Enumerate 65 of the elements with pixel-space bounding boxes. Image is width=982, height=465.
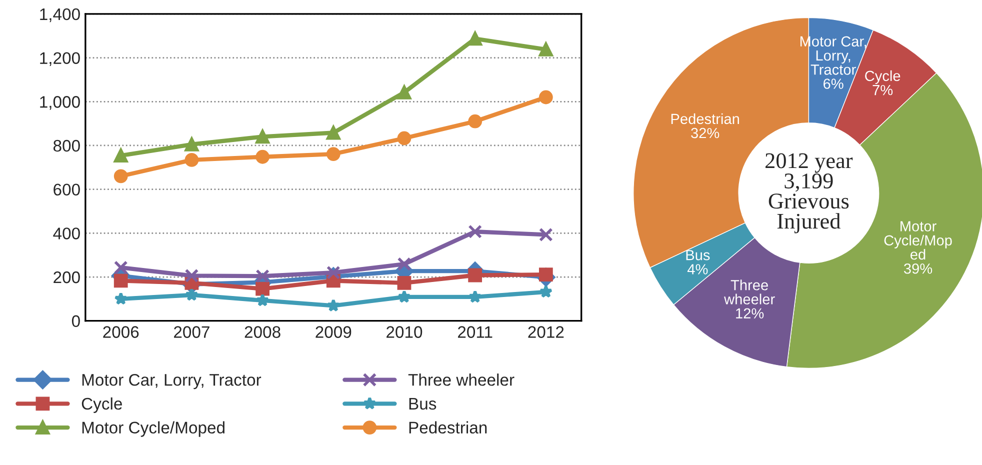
point	[256, 282, 270, 296]
point	[398, 290, 411, 303]
point	[114, 274, 128, 288]
point	[184, 137, 199, 152]
data-label: 7%	[872, 84, 893, 96]
point	[538, 228, 553, 242]
point	[397, 85, 412, 100]
legend-label: Motor Car, Lorry, Tractor	[82, 374, 262, 390]
point	[538, 90, 553, 104]
slice-label: Cycle	[865, 70, 900, 84]
y-tick-label: 400	[53, 228, 80, 240]
data-label: 6%	[824, 78, 844, 89]
point	[256, 130, 270, 144]
data-label: 4%	[687, 264, 708, 274]
point	[397, 257, 412, 272]
data-label: 32%	[691, 128, 720, 138]
point	[326, 266, 340, 280]
point	[114, 169, 128, 184]
slice-label: Pedestrian	[671, 113, 739, 124]
point	[326, 298, 340, 312]
point	[397, 131, 412, 146]
y-tick-label: 600	[54, 184, 80, 196]
point	[468, 290, 482, 303]
y-tick-label: 800	[53, 140, 80, 152]
slice-label: Motor Cycle/Mop ed	[884, 221, 952, 260]
point	[256, 150, 270, 164]
slice-label: Three wheeler	[724, 280, 775, 304]
point	[468, 224, 482, 239]
point	[326, 126, 340, 140]
data-label: 39%	[904, 263, 932, 274]
legend-label: Bus	[409, 398, 436, 410]
point	[114, 148, 128, 163]
x-tick-label: 2012	[528, 326, 564, 338]
point	[184, 268, 199, 283]
point	[468, 268, 482, 282]
point	[539, 284, 553, 298]
point	[184, 153, 199, 167]
point	[114, 260, 128, 275]
y-tick-label: 1,200	[40, 52, 80, 66]
x-tick-label: 2010	[386, 326, 422, 338]
y-tick-label: 1,400	[40, 8, 80, 22]
x-tick-label: 2009	[316, 326, 352, 338]
slice-label: Bus	[686, 250, 710, 260]
point	[114, 292, 128, 305]
point	[468, 32, 482, 46]
point	[468, 114, 482, 128]
legend-label: Three wheeler	[408, 374, 514, 386]
x-tick-label: 2008	[244, 326, 280, 338]
x-tick-label: 2006	[103, 326, 139, 338]
legend-label: Pedestrian	[409, 421, 487, 434]
y-tick-label: 200	[54, 271, 80, 284]
y-tick-label: 1,000	[40, 96, 80, 110]
legend-label: Motor Cycle/Moped	[82, 421, 224, 437]
point	[397, 276, 412, 290]
point	[185, 288, 198, 301]
point	[256, 269, 270, 284]
y-tick-label: 0	[72, 315, 80, 328]
data-label: 12%	[736, 308, 764, 318]
legend-label: Cycle	[82, 397, 122, 413]
x-tick-label: 2007	[174, 326, 210, 338]
point	[256, 294, 270, 306]
point	[538, 42, 553, 56]
point	[326, 147, 340, 161]
x-tick-label: 2011	[458, 326, 492, 338]
text: 2012 year 3,199 Grievous Injured	[766, 153, 853, 234]
